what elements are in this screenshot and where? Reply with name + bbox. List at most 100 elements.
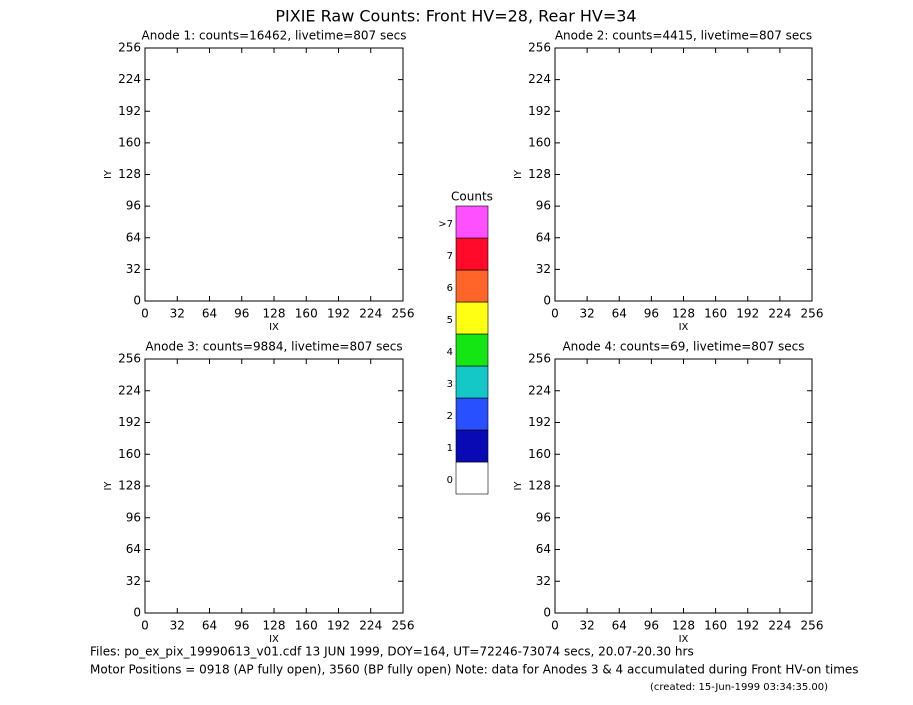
y-axis-label: IY (513, 481, 524, 491)
colorbar-label: 6 (447, 283, 453, 294)
panel-title: Anode 4: counts=69, livetime=807 secs (562, 340, 804, 354)
footer-line: Motor Positions = 0918 (AP fully open), … (90, 663, 859, 677)
y-tick-label: 224 (528, 72, 551, 86)
plot-frame (144, 358, 404, 614)
y-tick-label: 160 (118, 447, 141, 461)
y-tick-label: 0 (543, 606, 551, 620)
colorbar-label: 7 (447, 251, 453, 262)
colorbar-cell (455, 461, 489, 495)
x-axis-label: IX (679, 322, 689, 333)
colorbar-cell (455, 205, 489, 239)
y-tick-label: 256 (528, 41, 551, 55)
colorbar-cell (455, 301, 489, 335)
plot-frame (554, 358, 813, 614)
y-tick-label: 32 (536, 574, 551, 588)
y-tick-label: 96 (536, 199, 551, 213)
x-tick-label: 224 (768, 307, 791, 321)
y-tick-label: 0 (133, 294, 141, 308)
y-tick-label: 32 (126, 574, 141, 588)
y-tick-label: 128 (528, 479, 551, 493)
colorbar-cell (455, 429, 489, 463)
x-tick-label: 96 (234, 307, 249, 321)
y-tick-label: 0 (543, 294, 551, 308)
y-tick-label: 224 (118, 383, 141, 397)
x-tick-label: 32 (579, 619, 594, 633)
y-axis-label: IY (513, 169, 524, 179)
x-tick-label: 96 (644, 619, 659, 633)
x-tick-label: 0 (141, 307, 149, 321)
colorbar-label: 0 (447, 475, 453, 486)
y-tick-label: 224 (118, 72, 141, 86)
x-tick-label: 64 (612, 619, 627, 633)
y-tick-label: 160 (528, 447, 551, 461)
y-axis-label: IY (103, 481, 114, 491)
x-tick-label: 0 (141, 619, 149, 633)
x-tick-label: 160 (704, 619, 727, 633)
y-tick-label: 192 (528, 415, 551, 429)
y-tick-label: 192 (118, 104, 141, 118)
x-tick-label: 256 (801, 619, 824, 633)
y-tick-label: 96 (126, 199, 141, 213)
y-tick-label: 160 (118, 135, 141, 149)
y-tick-label: 256 (528, 352, 551, 366)
colorbar-label: >7 (438, 219, 453, 230)
x-tick-label: 0 (551, 619, 559, 633)
y-tick-label: 128 (118, 479, 141, 493)
x-tick-label: 32 (170, 307, 185, 321)
y-tick-label: 32 (126, 262, 141, 276)
x-tick-label: 192 (327, 619, 350, 633)
x-tick-label: 224 (359, 307, 382, 321)
y-tick-label: 256 (118, 41, 141, 55)
y-tick-label: 192 (118, 415, 141, 429)
x-tick-label: 96 (644, 307, 659, 321)
x-tick-label: 64 (612, 307, 627, 321)
x-tick-label: 160 (704, 307, 727, 321)
x-tick-label: 128 (263, 307, 286, 321)
x-tick-label: 0 (551, 307, 559, 321)
x-tick-label: 192 (327, 307, 350, 321)
colorbar-label: 5 (447, 315, 453, 326)
y-tick-label: 64 (126, 230, 141, 244)
y-tick-label: 96 (536, 510, 551, 524)
x-tick-label: 64 (202, 619, 217, 633)
y-axis-label: IY (103, 169, 114, 179)
figure-title: PIXIE Raw Counts: Front HV=28, Rear HV=3… (275, 7, 636, 26)
y-tick-label: 256 (118, 352, 141, 366)
plot-frame (554, 47, 813, 302)
colorbar-cell (455, 365, 489, 399)
colorbar-cell (455, 333, 489, 367)
x-tick-label: 192 (736, 619, 759, 633)
y-tick-label: 224 (528, 383, 551, 397)
x-tick-label: 256 (392, 307, 415, 321)
y-tick-label: 128 (528, 167, 551, 181)
x-axis-label: IX (679, 634, 689, 645)
plot-frame (144, 47, 404, 302)
colorbar-label: 4 (447, 347, 453, 358)
panel-title: Anode 2: counts=4415, livetime=807 secs (555, 29, 812, 43)
x-tick-label: 224 (768, 619, 791, 633)
x-tick-label: 160 (295, 307, 318, 321)
y-tick-label: 32 (536, 262, 551, 276)
footer-note: (created: 15-Jun-1999 03:34:35.00) (650, 682, 828, 693)
y-tick-label: 128 (118, 167, 141, 181)
x-tick-label: 96 (234, 619, 249, 633)
x-tick-label: 64 (202, 307, 217, 321)
y-tick-label: 64 (126, 542, 141, 556)
panel-title: Anode 3: counts=9884, livetime=807 secs (145, 340, 402, 354)
y-tick-label: 64 (536, 230, 551, 244)
y-tick-label: 64 (536, 542, 551, 556)
x-axis-label: IX (269, 634, 279, 645)
x-tick-label: 128 (672, 307, 695, 321)
x-tick-label: 160 (295, 619, 318, 633)
y-tick-label: 0 (133, 606, 141, 620)
panel-title: Anode 1: counts=16462, livetime=807 secs (142, 29, 407, 43)
x-tick-label: 256 (801, 307, 824, 321)
colorbar-cell (455, 397, 489, 431)
x-tick-label: 192 (736, 307, 759, 321)
y-tick-label: 192 (528, 104, 551, 118)
x-tick-label: 256 (392, 619, 415, 633)
colorbar-label: 3 (447, 379, 453, 390)
y-tick-label: 96 (126, 510, 141, 524)
